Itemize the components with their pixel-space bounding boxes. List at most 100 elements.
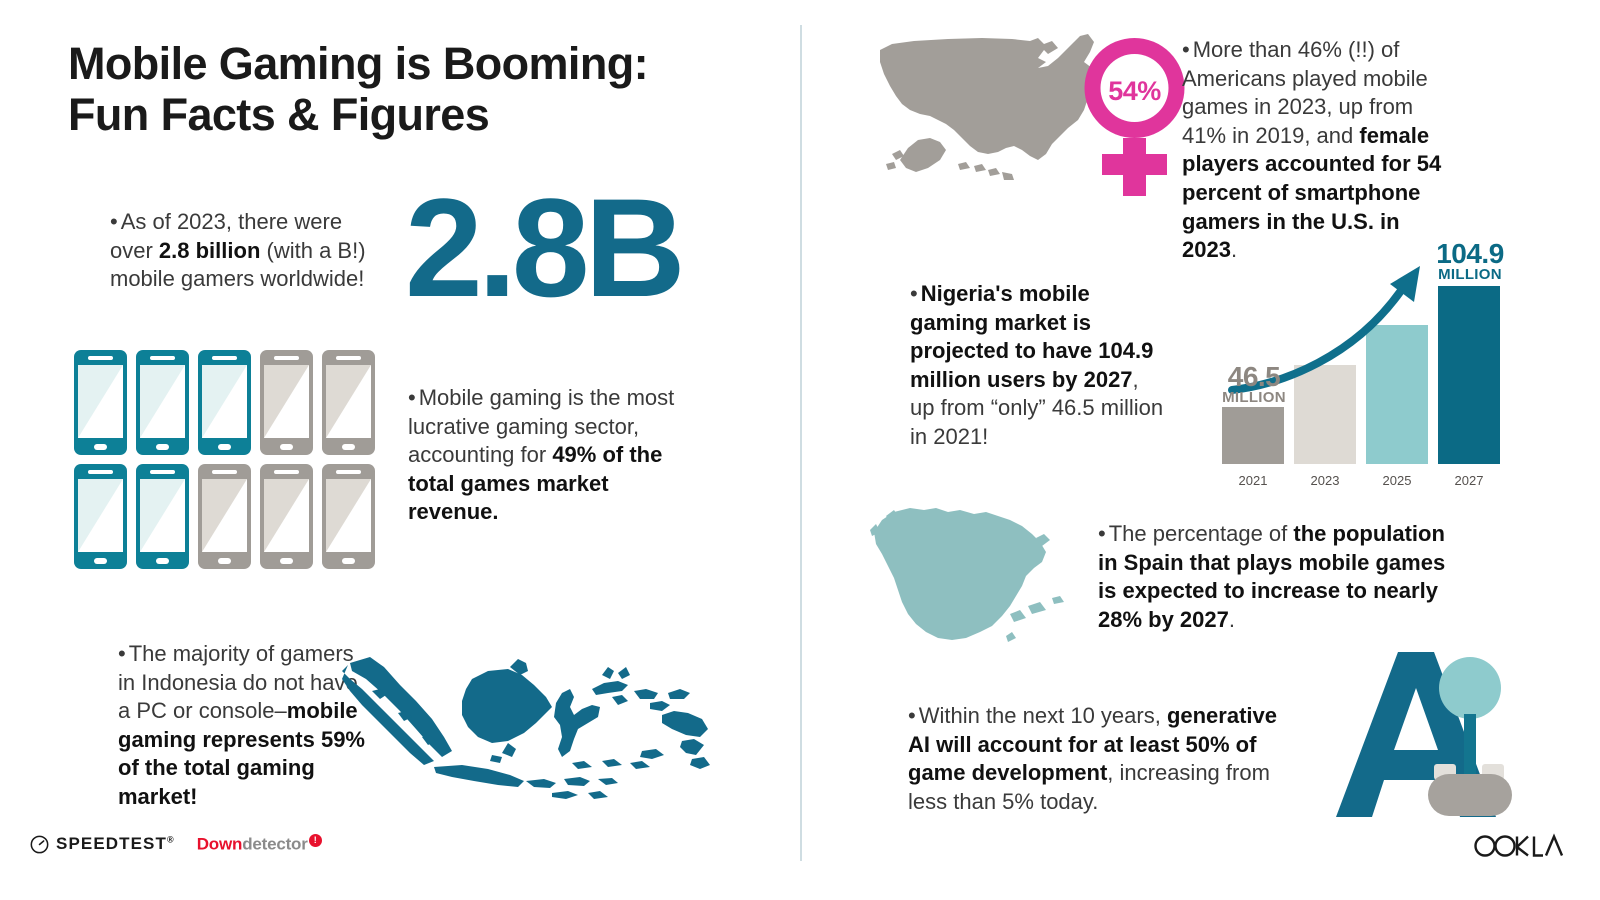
bullet-dot: • [908,703,916,728]
downdetector-part-2: detector [242,834,308,854]
joystick-stick-icon [1464,714,1476,776]
female-percent-label: 54% [1108,76,1161,106]
bullet-indonesia-bold: mobile gaming represents 59% of the tota… [118,698,365,809]
spain-map-graphic [860,490,1095,665]
phone-screen [78,479,123,552]
chart-xtick-2025: 2025 [1382,473,1412,488]
bullet-gamers-text-1: As of 2023, there were over [110,209,343,263]
bullet-usa-text-1: More than 46% (!!) of Americans played m… [1182,37,1428,148]
bullet-spain-text-1: The percentage of [1108,521,1294,546]
growth-arrow-icon [1228,266,1420,394]
phone-grid [74,350,384,578]
phone-grid-row [74,350,384,455]
bar-label-2027: 104.9 MILLION [1420,238,1520,283]
ai-joystick-graphic [1336,652,1516,817]
bar-label-2021-unit: MILLION [1222,388,1286,406]
phone-home-button-icon [218,444,231,450]
phone-icon [260,350,313,455]
bullet-gamers-text-2: (with a B!) mobile gamers worldwide! [110,237,366,292]
bullet-gamers-bold: 2.8 billion [158,237,261,263]
bullet-dot: • [1098,521,1106,546]
bar-2023 [1294,365,1356,464]
column-divider [800,25,802,861]
downdetector-logo: Downdetector! [197,834,322,855]
phone-home-button-icon [94,444,107,450]
speedtest-trademark: ® [166,834,175,845]
chart-plot-area [1214,264,1504,464]
usa-map-graphic [862,28,1162,203]
phone-icon [322,464,375,569]
bar-2027 [1438,286,1500,464]
bullet-nigeria-market: • Nigeria's mobile gaming market is proje… [910,280,1168,452]
phone-icon [74,350,127,455]
big-stat-2-8b: 2.8B [405,169,686,326]
bullet-spain-text-2: . [1228,606,1235,632]
phone-screen [140,479,185,552]
chart-xtick-2021: 2021 [1238,473,1268,488]
phone-home-button-icon [94,558,107,564]
title-line-1: Mobile Gaming is Booming: [68,38,649,89]
phone-speaker-icon [88,470,113,474]
phone-home-button-icon [280,444,293,450]
ookla-logo: OOKLA [1472,832,1564,863]
speedtest-wordmark: SPEEDTEST® [56,834,175,854]
joystick-base-icon [1428,774,1512,816]
bullet-usa-players: • More than 46% (!!) of Americans played … [1182,36,1450,265]
title-line-2: Fun Facts & Figures [68,89,490,141]
bullet-indonesia: • The majority of gamers in Indonesia do … [118,640,368,812]
bar-label-2021: 46.5 MILLION [1208,361,1300,406]
phone-speaker-icon [336,470,361,474]
phone-home-button-icon [156,558,169,564]
bar-label-2021-value: 46.5 [1227,361,1281,393]
chart-xtick-2027: 2027 [1454,473,1484,488]
bar-label-2027-value: 104.9 [1436,238,1504,270]
bullet-dot: • [408,385,416,410]
joystick-ball-icon [1439,657,1501,719]
phone-speaker-icon [150,470,175,474]
phone-speaker-icon [88,356,113,360]
phone-icon [74,464,127,569]
phone-icon [136,464,189,569]
chart-xtick-2023: 2023 [1310,473,1340,488]
phone-speaker-icon [274,356,299,360]
phone-screen [326,365,371,438]
bullet-spain-population: • The percentage of the population in Spa… [1098,520,1458,634]
phone-home-button-icon [156,444,169,450]
bullet-generative-ai: • Within the next 10 years, generative AI… [908,702,1298,816]
bullet-spain-bold: the population in Spain that plays mobil… [1098,521,1446,632]
bar-2021 [1222,407,1284,464]
phone-speaker-icon [150,356,175,360]
bullet-indonesia-text: The majority of gamers in Indonesia do n… [118,641,358,724]
bullet-nigeria-text: , up from “only” 46.5 million in 2021! [910,366,1164,449]
bullet-gamers-worldwide: • As of 2023, there were over 2.8 billion… [110,208,375,294]
phone-screen [202,479,247,552]
phone-speaker-icon [336,356,361,360]
bullet-ai-bold: generative AI will account for at least … [908,703,1277,786]
page-title: Mobile Gaming is Booming: Fun Facts & Fi… [68,38,768,141]
phone-icon [322,350,375,455]
phone-screen [202,365,247,438]
phone-screen [78,365,123,438]
bullet-dot: • [118,641,126,666]
speedtest-text: SPEEDTEST [56,834,167,854]
phone-home-button-icon [342,558,355,564]
bar-label-2027-unit: MILLION [1438,265,1502,283]
phone-home-button-icon [280,558,293,564]
indonesia-map-graphic [312,645,712,805]
bullet-nigeria-bold: Nigeria's mobile gaming market is projec… [910,281,1154,392]
female-symbol-icon: 54% [1082,38,1187,198]
nigeria-users-bar-chart: 46.5 MILLION 104.9 MILLION 2021 2023 202… [1214,232,1504,494]
bullet-dot: • [110,209,118,234]
bullet-market-revenue: • Mobile gaming is the most lucrative gam… [408,384,678,527]
speedometer-icon [30,835,49,854]
phone-icon [198,350,251,455]
phone-icon [136,350,189,455]
bar-2025 [1366,325,1428,464]
phone-screen [264,365,309,438]
phone-screen [264,479,309,552]
phone-speaker-icon [212,470,237,474]
footer-logos-left: SPEEDTEST® Downdetector! [30,834,322,855]
phone-home-button-icon [218,558,231,564]
phone-speaker-icon [212,356,237,360]
